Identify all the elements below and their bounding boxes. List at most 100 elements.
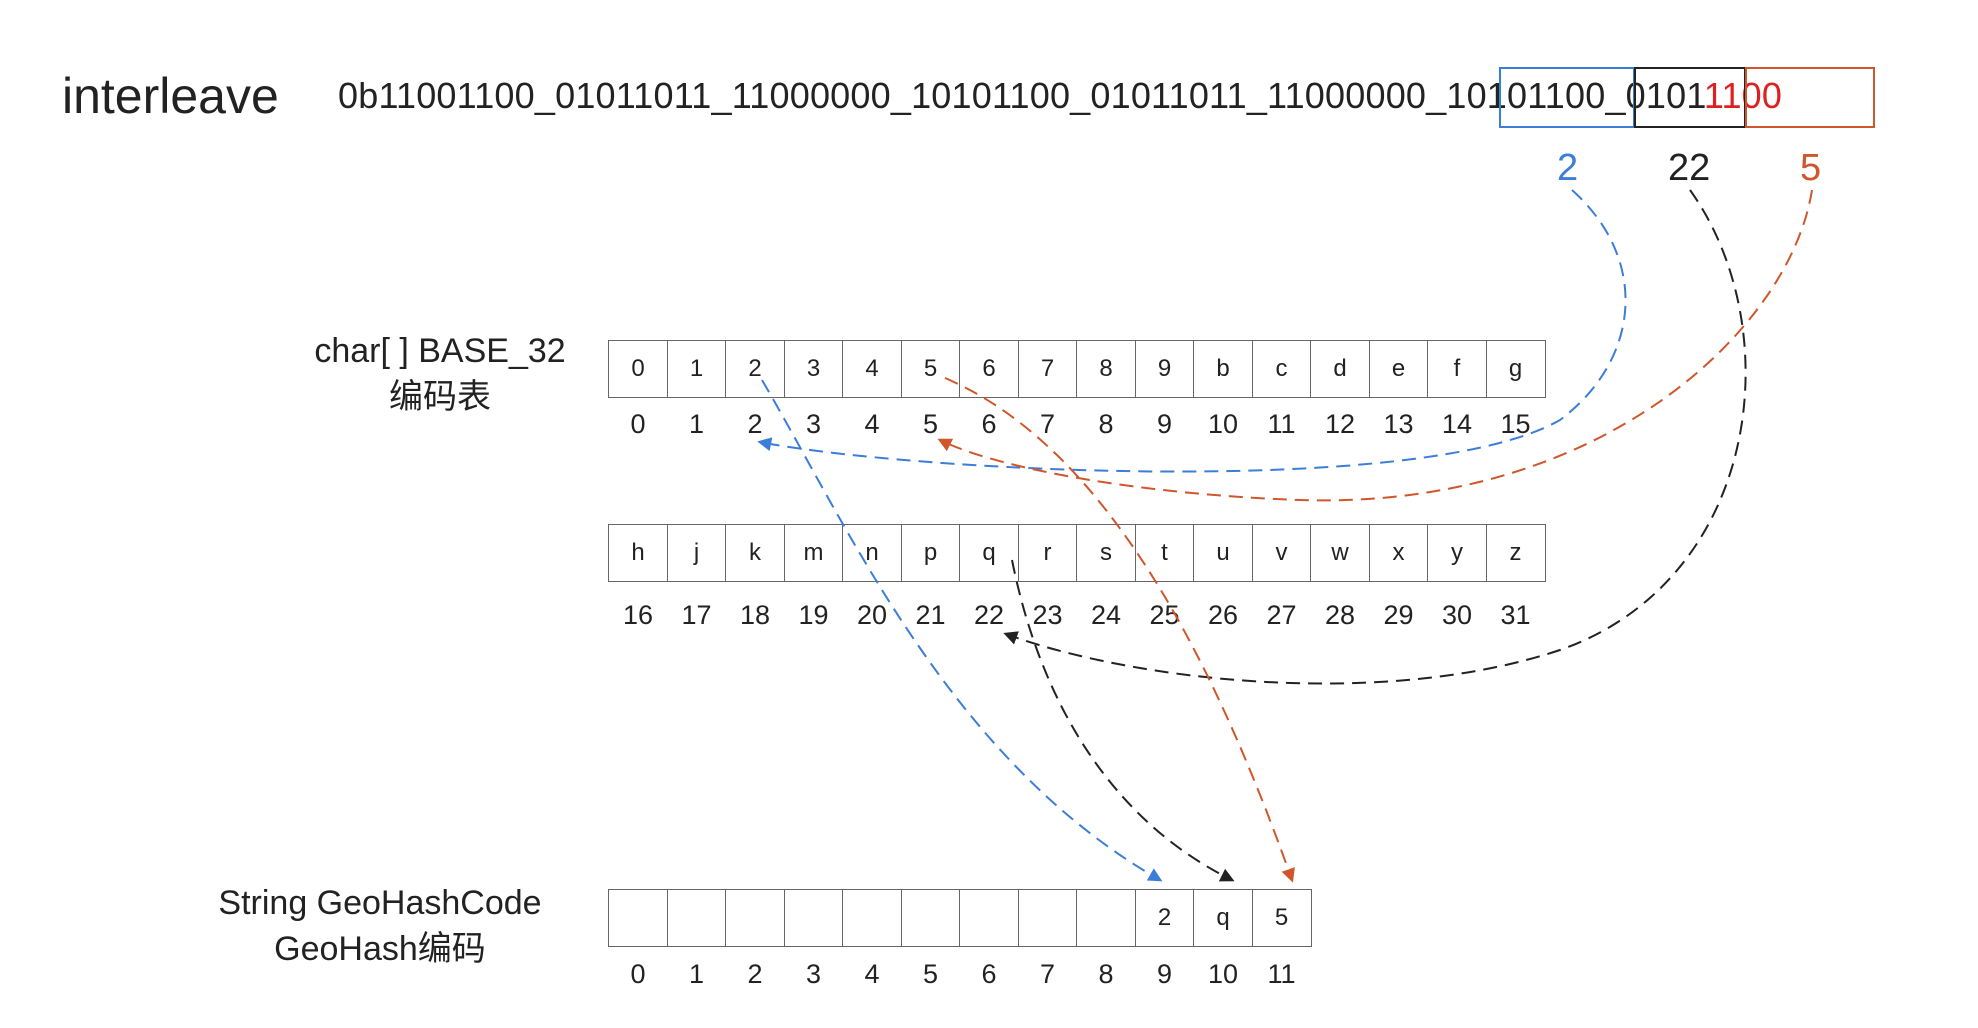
base32-row-2-index: 31 <box>1500 600 1531 630</box>
base32-row-2-indices: 16 17 18 19 20 21 22 23 24 25 26 27 28 29 30 31 <box>608 598 1546 632</box>
base32-row-1-index: 10 <box>1207 409 1239 439</box>
geohash-code-index: 11 <box>1267 959 1296 989</box>
base32-row-2-cell: n <box>842 524 902 582</box>
geohash-code-index: 7 <box>1039 959 1056 989</box>
geohash-code-cell <box>1076 889 1136 947</box>
geohash-code-index: 0 <box>630 959 646 989</box>
geohash-code-cell <box>842 889 902 947</box>
base32-row-1-index: 2 <box>747 409 763 439</box>
base32-table-label: char[ ] BASE_32 编码表 <box>300 328 580 420</box>
geohash-code-label: String GeoHashCode GeoHash编码 <box>190 880 570 972</box>
base32-row-2-cell: q <box>959 524 1019 582</box>
segment-box-1 <box>1499 67 1635 128</box>
base32-row-2-cell: w <box>1310 524 1370 582</box>
base32-row-2-cell: t <box>1134 524 1195 582</box>
geohash-label-line-1: String GeoHashCode <box>218 884 542 922</box>
geohash-code-index: 5 <box>922 959 939 989</box>
base32-row-2-index: 27 <box>1266 600 1297 630</box>
geohash-code-cell <box>725 889 785 947</box>
base32-row-2-index: 23 <box>1032 600 1063 630</box>
base32-row-1-cell: e <box>1368 340 1429 398</box>
base32-row-2-index: 29 <box>1383 600 1414 630</box>
base32-row-1-index: 13 <box>1383 409 1414 439</box>
diagram-title: interleave <box>62 68 279 124</box>
base32-row-1-index: 3 <box>805 409 822 439</box>
base32-row-2-cell: m <box>783 524 844 582</box>
base32-row-2-index: 25 <box>1149 600 1180 630</box>
geohash-code-index: 1 <box>688 959 705 989</box>
base32-row-1-cell: 9 <box>1134 340 1195 398</box>
base32-row-2-index: 18 <box>739 600 771 630</box>
base32-row-1-index: 0 <box>630 409 646 439</box>
base32-row-2-cell: p <box>900 524 961 582</box>
base32-row-1-cell: f <box>1427 340 1487 398</box>
geohash-code-index: 8 <box>1098 959 1114 989</box>
base32-row-1-cell: 6 <box>959 340 1019 398</box>
base32-row-2-cell: j <box>666 524 727 582</box>
base32-row-2-cell: u <box>1193 524 1253 582</box>
base32-row-1-index: 6 <box>981 409 997 439</box>
geohash-code-cell <box>900 889 961 947</box>
base32-row-2-index: 28 <box>1324 600 1356 630</box>
binary-main: 0b11001100_01011011_11000000_10101100_01… <box>338 75 1704 116</box>
base32-row-1-index: 15 <box>1500 409 1531 439</box>
base32-row-2-index: 16 <box>622 600 654 630</box>
base32-row-1-indices: 0 1 2 3 4 5 6 7 8 9 10 11 12 13 14 15 <box>608 407 1546 441</box>
base32-row-1-cell: 2 <box>725 340 785 398</box>
segment-box-2 <box>1634 67 1746 128</box>
base32-row-2-cell: r <box>1017 524 1078 582</box>
base32-row-2-cell: h <box>608 524 668 582</box>
base32-row-2-index: 19 <box>798 600 829 630</box>
base32-row-1-cell: b <box>1193 340 1253 398</box>
geohash-code-cell: 5 <box>1251 889 1312 947</box>
segment-value-2: 22 <box>1668 147 1711 189</box>
base32-row-1-cell: 1 <box>666 340 727 398</box>
geohash-code-cell <box>959 889 1019 947</box>
base32-row-2-index: 20 <box>856 600 888 630</box>
geohash-code-index: 2 <box>747 959 763 989</box>
geohash-code-index: 10 <box>1207 959 1239 989</box>
geohash-code-index: 9 <box>1156 959 1173 989</box>
base32-row-2-index: 22 <box>973 600 1005 630</box>
base32-row-1-cell: 8 <box>1076 340 1136 398</box>
base32-row-1-index: 12 <box>1324 409 1356 439</box>
base32-row-1-index: 9 <box>1156 409 1173 439</box>
base32-row-1-cell: 4 <box>842 340 902 398</box>
geohash-code-cell <box>666 889 727 947</box>
base32-row-2-index: 17 <box>681 600 712 630</box>
base32-row-1-index: 8 <box>1098 409 1114 439</box>
base32-row-1-index: 5 <box>922 409 939 439</box>
base32-row-1-index: 14 <box>1441 409 1473 439</box>
base32-row-2-cell: s <box>1076 524 1136 582</box>
geohash-code-cell: 2 <box>1134 889 1195 947</box>
geohash-code-index: 3 <box>805 959 822 989</box>
geohash-code-index: 4 <box>864 959 880 989</box>
base32-row-1-cell: c <box>1251 340 1312 398</box>
geohash-code-cell <box>1017 889 1078 947</box>
geohash-code-cell <box>608 889 668 947</box>
base32-label-line-2: 编码表 <box>389 378 491 416</box>
base32-row-2-cell: y <box>1427 524 1487 582</box>
interleaved-binary: 0b11001100_01011011_11000000_10101100_01… <box>338 73 1782 119</box>
binary-tail: 1100 <box>1703 75 1783 116</box>
base32-label-line-1: char[ ] BASE_32 <box>314 332 566 370</box>
base32-row-2-cell: v <box>1251 524 1312 582</box>
geohash-label-line-2: GeoHash编码 <box>274 930 486 968</box>
base32-row-1-cell: d <box>1310 340 1370 398</box>
base32-row-1-index: 4 <box>864 409 880 439</box>
segment-value-1: 2 <box>1557 147 1579 189</box>
base32-row-1-cell: 7 <box>1017 340 1078 398</box>
base32-row-2-cell: x <box>1368 524 1429 582</box>
segment-box-3 <box>1745 67 1875 128</box>
segment-value-3: 5 <box>1800 147 1822 189</box>
base32-row-1-cell: g <box>1485 340 1546 398</box>
geohash-code-cell <box>783 889 844 947</box>
geohash-code-index: 6 <box>981 959 997 989</box>
base32-row-1-cell: 5 <box>900 340 961 398</box>
base32-row-1-index: 11 <box>1267 409 1296 439</box>
base32-row-2-index: 30 <box>1441 600 1473 630</box>
base32-row-1-cell: 3 <box>783 340 844 398</box>
